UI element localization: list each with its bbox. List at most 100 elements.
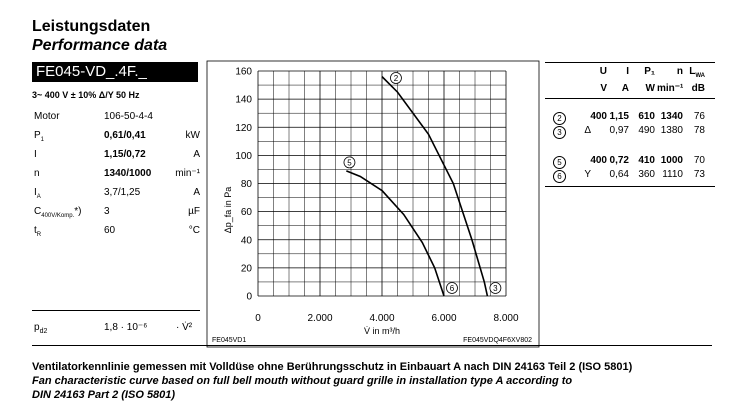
param-label-sub: 1 [40,137,45,143]
table-header: P₁ [635,66,655,77]
row-value: 490 [638,125,655,136]
param-label: n [34,168,40,179]
param-label: IA [34,187,41,200]
param-value: 3,7/1,25 [104,187,141,198]
param-unit: µF [188,206,200,217]
chart-curves: 2 3 5 6 [343,72,502,297]
param-label-sub: A [36,194,41,200]
row-marker: 5 [553,156,566,169]
param-value: 1340/1000 [104,168,152,179]
param-unit: A [193,187,200,198]
row-marker: 6 [553,170,566,183]
y-tick-label: 60 [241,207,253,218]
curve-marker [390,72,402,84]
y-axis-label: Δp_fa in Pa [223,187,233,234]
row-value: 360 [638,169,655,180]
note-en-1: Fan characteristic curve based on full b… [32,375,573,387]
separator [32,345,712,346]
curve-marker [343,156,356,169]
curve-end-marker [446,282,458,294]
pd2-label: pd2 [34,322,48,335]
curve-2 [381,76,489,297]
row-marker: 3 [553,126,566,139]
param-label: tR [34,225,42,238]
param-value: 1,15/0,72 [104,149,146,160]
separator [32,310,200,311]
param-row: tR 60 °C [34,224,200,238]
x-tick-label: 2.000 [307,313,332,324]
row-value: 1110 [662,169,683,180]
param-unit: kW [185,130,200,141]
chart-axes: 0 20 40 60 80 100 120 140 160 0 2.000 4.000 6.000 8.0… [235,67,519,325]
param-row: C400V/Komp.*) 3 µF [34,205,200,219]
table-header-sub: WA [695,73,705,79]
chart-grid [257,70,507,297]
curve-end-marker [489,282,502,294]
table-line [545,98,715,99]
table-unit: A [621,83,629,94]
table-header-text: P₁ [644,66,655,77]
curve-marker-label: 5 [347,158,352,167]
y-tick-label: 0 [246,292,252,303]
performance-chart: 0 20 40 60 80 100 120 140 160 0 2.000 4.000 6.000 8.0… [206,60,540,348]
table-unit: W [645,83,655,94]
param-label-sub: 400V/Komp. [41,213,75,219]
param-unit: A [193,149,200,160]
pd2-value: 1,8 · 10⁻⁶ [104,322,148,333]
x-tick-label: 6.000 [431,313,456,324]
param-label-sub: R [36,232,42,238]
table-header-text: I [626,66,629,77]
table-header: U [587,66,607,77]
table-unit: min⁻¹ [657,83,684,94]
curve-end-marker-label: 3 [493,284,498,293]
row-value: 610 [638,111,655,122]
row-value: 0,64 [609,169,629,180]
param-row: n 1340/1000 min⁻¹ [34,167,200,181]
curve-5 [346,170,445,297]
table-header: LWA [685,66,705,79]
row-value: 1,15 [609,111,629,122]
param-row: Motor 106-50-4-4 [34,110,153,124]
y-tick-label: 100 [235,151,252,162]
row-value: 70 [693,155,705,166]
table-header-text: U [599,66,607,77]
row-value: 0,97 [609,125,629,136]
page-title: Leistungsdaten [32,18,151,35]
param-value: 3 [104,206,110,217]
param-label-suffix: *) [74,206,82,217]
row-value: 76 [693,111,705,122]
row-marker: 2 [553,112,566,125]
table-unit: dB [691,83,705,94]
row-connection: Y [584,169,591,180]
param-label: I [34,149,37,160]
x-axis-label: V̇ in m³/h [364,326,400,336]
note-en-2: DIN 24163 Part 2 (ISO 5801) [32,389,176,401]
table-line [545,186,715,187]
table-header: n [663,66,683,77]
pd2-unit: · V̇² [176,322,193,333]
row-value: 400 [590,111,607,122]
param-row: P1 0,61/0,41 kW [34,129,200,143]
row-value: 1380 [660,125,683,136]
param-value: 60 [104,225,116,236]
page-subtitle: Performance data [32,37,168,54]
code-left: FE045VD1 [212,337,246,344]
param-unit: min⁻¹ [175,168,200,179]
y-tick-label: 120 [235,123,252,134]
table-header: I [609,66,629,77]
param-value: 106-50-4-4 [104,111,153,122]
table-header-text: n [676,66,683,77]
x-tick-label: 4.000 [369,313,394,324]
note-de: Ventilatorkennlinie gemessen mit Volldüs… [32,361,633,373]
y-tick-label: 80 [241,179,253,190]
row-value: 400 [590,155,607,166]
row-value: 1000 [660,155,683,166]
x-tick-label: 8.000 [493,313,518,324]
param-label: Motor [34,111,60,122]
param-row: IA 3,7/1,25 A [34,186,200,200]
table-line [545,62,715,63]
table-unit: V [600,83,607,94]
x-tick-label: 0 [255,313,261,324]
model-label: FE045-VD_.4F._ [32,62,198,82]
y-tick-label: 40 [241,235,253,246]
